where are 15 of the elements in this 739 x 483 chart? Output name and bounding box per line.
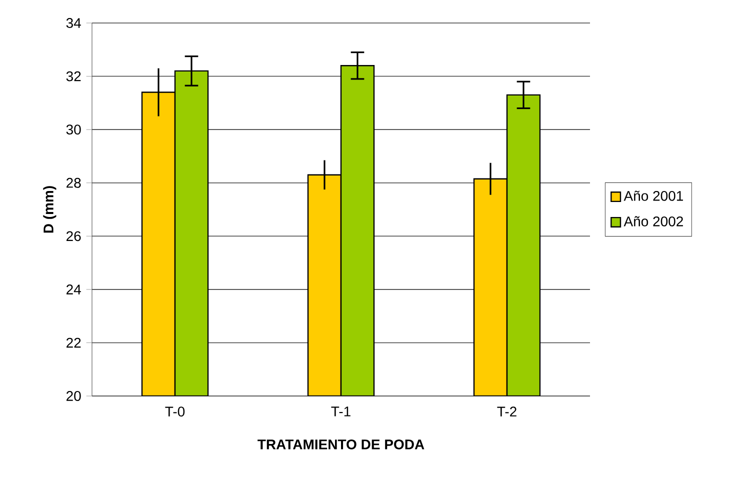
x-axis-title: TRATAMIENTO DE PODA bbox=[258, 439, 424, 450]
y-tick-label: 32 bbox=[66, 71, 81, 82]
y-tick-label: 26 bbox=[66, 231, 81, 242]
x-tick-label: T-2 bbox=[497, 406, 516, 416]
legend-label: Año 2001 bbox=[624, 190, 683, 201]
y-tick-label: 20 bbox=[66, 391, 81, 401]
y-tick-label: 24 bbox=[66, 284, 81, 294]
y-tick-label: 22 bbox=[66, 338, 81, 348]
x-tick-label: T-0 bbox=[165, 406, 185, 417]
y-axis-title: D (mm) bbox=[43, 186, 56, 233]
legend-label: Año 2002 bbox=[624, 216, 683, 226]
x-tick-label: T-1 bbox=[331, 406, 350, 416]
y-tick-label: 34 bbox=[66, 18, 81, 28]
y-tick-label: 28 bbox=[66, 178, 81, 188]
y-tick-label: 30 bbox=[66, 124, 81, 135]
